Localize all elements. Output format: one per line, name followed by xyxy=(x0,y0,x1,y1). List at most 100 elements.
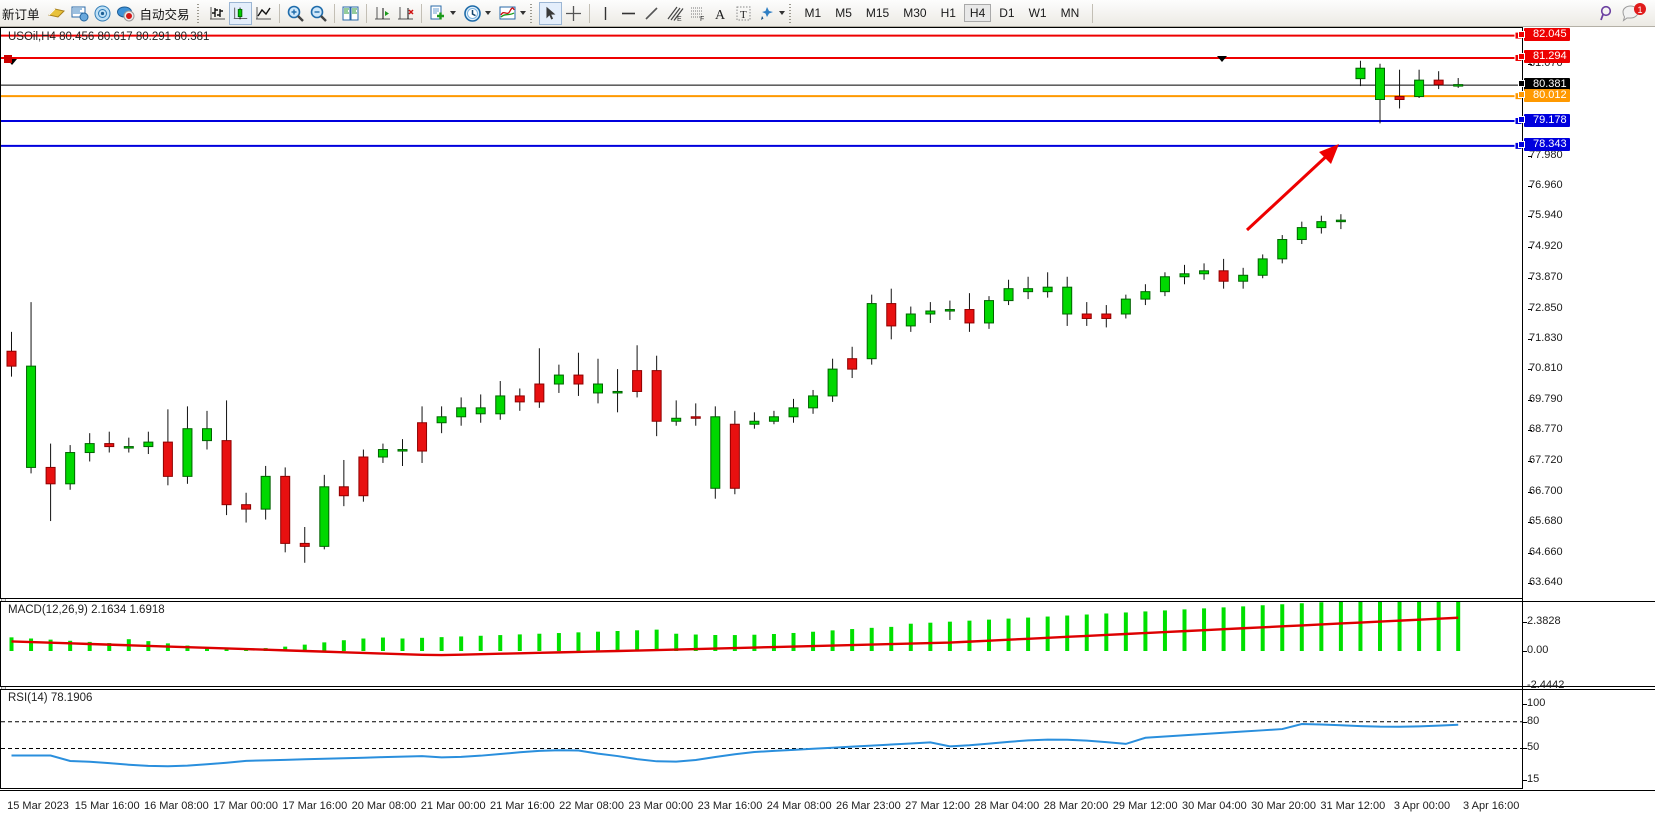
timeframe-m15[interactable]: M15 xyxy=(865,6,890,20)
time-tick: 28 Mar 04:00 xyxy=(974,800,1040,812)
price-marker-resistance-line[interactable]: 82.045 xyxy=(1518,28,1570,42)
price-tick: 75.940 xyxy=(1528,209,1563,222)
svg-text:T: T xyxy=(740,9,747,21)
price-tick: 73.870 xyxy=(1528,271,1563,284)
rsi-label: RSI(14) 78.1906 xyxy=(8,692,93,704)
autotrade-button[interactable]: 自动交易 xyxy=(139,7,190,22)
shift-end-icon[interactable] xyxy=(394,2,417,25)
wave-chart-icon[interactable] xyxy=(45,2,68,25)
indicators-icon[interactable] xyxy=(496,2,519,25)
text-label-icon[interactable]: T xyxy=(732,2,755,25)
fibonacci-icon[interactable]: F xyxy=(686,2,709,25)
chart-window[interactable]: USOil,H4 80.456 80.617 80.291 80.381 MAC… xyxy=(0,27,1655,831)
time-tick: 24 Mar 08:00 xyxy=(766,800,832,812)
price-tick: 70.810 xyxy=(1528,362,1563,375)
price-tick: 63.640 xyxy=(1528,575,1563,588)
toolbar-separator xyxy=(420,3,422,23)
timeframe-w1[interactable]: W1 xyxy=(1028,6,1047,20)
price-marker-pivot-line[interactable]: 80.012 xyxy=(1518,88,1570,102)
timeframe-m30[interactable]: M30 xyxy=(903,6,927,20)
rsi-pane[interactable]: RSI(14) 78.1906 xyxy=(0,689,1522,789)
rsi-plot xyxy=(1,721,1522,768)
indicators-dropdown-caret[interactable] xyxy=(519,11,526,15)
text-icon[interactable]: A xyxy=(709,2,732,25)
crosshair-icon[interactable] xyxy=(562,2,585,25)
macd-label: MACD(12,26,9) 2.1634 1.6918 xyxy=(8,604,165,616)
objects-dropdown-caret[interactable] xyxy=(778,11,785,15)
chart-symbol-label: USOil,H4 80.456 80.617 80.291 80.381 xyxy=(8,31,210,43)
rsi-scale: 100 80 50 15 xyxy=(1522,689,1655,789)
toolbar-separator xyxy=(333,3,335,23)
time-tick: 16 Mar 08:00 xyxy=(143,800,209,812)
rsi-tick: 100 xyxy=(1522,697,1546,709)
price-marker-resistance-line[interactable]: 81.294 xyxy=(1518,50,1570,64)
timeframe-m1[interactable]: M1 xyxy=(804,6,822,20)
shift-start-icon[interactable] xyxy=(371,2,394,25)
toolbar-grip[interactable] xyxy=(787,3,795,23)
signals-icon[interactable] xyxy=(91,2,114,25)
timeframe-h1[interactable]: H1 xyxy=(940,6,956,20)
cursor-icon[interactable] xyxy=(538,1,562,25)
macd-pane[interactable]: MACD(12,26,9) 2.1634 1.6918 xyxy=(0,601,1522,687)
time-tick: 17 Mar 16:00 xyxy=(282,800,348,812)
toolbar-separator xyxy=(1092,3,1094,23)
time-tick: 29 Mar 12:00 xyxy=(1112,800,1178,812)
price-marker-support-line[interactable]: 79.178 xyxy=(1518,113,1570,127)
vline-icon[interactable] xyxy=(594,2,617,25)
time-scale[interactable]: 15 Mar 2023 15 Mar 16:00 16 Mar 08:00 17 Ma… xyxy=(0,790,1655,830)
time-tick: 23 Mar 00:00 xyxy=(628,800,694,812)
time-tick: 22 Mar 08:00 xyxy=(559,800,625,812)
hline-icon[interactable] xyxy=(617,2,640,25)
macd-plot xyxy=(9,602,1461,657)
time-tick: 28 Mar 20:00 xyxy=(1043,800,1109,812)
period-dropdown-caret[interactable] xyxy=(484,11,491,15)
time-tick: 3 Apr 00:00 xyxy=(1393,800,1451,812)
templates-dropdown-caret[interactable] xyxy=(449,11,456,15)
toolbar-grip[interactable] xyxy=(528,3,536,23)
timeframe-mn[interactable]: MN xyxy=(1060,6,1080,20)
rsi-tick: 50 xyxy=(1522,741,1540,754)
trendline-icon[interactable] xyxy=(640,2,663,25)
price-tick: 72.850 xyxy=(1528,301,1563,314)
rsi-tick: 15 xyxy=(1522,772,1540,785)
zoom-out-icon[interactable] xyxy=(307,2,330,25)
bar-chart-icon[interactable] xyxy=(206,2,229,25)
timeframe-group: M1 M5 M15 M30 H1 H4 D1 W1 MN xyxy=(798,4,1087,22)
timeframe-m5[interactable]: M5 xyxy=(835,6,852,20)
search-icon[interactable] xyxy=(1596,2,1619,25)
price-marker-support-line[interactable]: 78.343 xyxy=(1518,138,1570,152)
line-chart-icon[interactable] xyxy=(252,2,275,25)
zoom-in-icon[interactable] xyxy=(284,2,307,25)
autotrade-icon[interactable] xyxy=(114,2,137,25)
time-tick: 30 Mar 20:00 xyxy=(1251,800,1317,812)
time-tick: 26 Mar 23:00 xyxy=(835,800,901,812)
templates-icon[interactable] xyxy=(426,2,449,25)
tile-windows-icon[interactable] xyxy=(339,2,362,25)
price-tick: 74.920 xyxy=(1528,239,1563,252)
time-tick: 27 Mar 12:00 xyxy=(905,800,971,812)
toolbar-separator xyxy=(588,3,590,23)
price-plot xyxy=(1,31,1522,563)
equidistant-channel-icon[interactable]: E xyxy=(663,2,686,25)
time-tick: 23 Mar 16:00 xyxy=(697,800,763,812)
time-tick: 30 Mar 04:00 xyxy=(1181,800,1247,812)
period-clock-icon[interactable] xyxy=(461,2,484,25)
timeframe-h4[interactable]: H4 xyxy=(963,4,992,22)
new-order-button[interactable]: 新订单 xyxy=(2,7,40,22)
price-tick: 64.660 xyxy=(1528,545,1563,558)
time-tick: 21 Mar 00:00 xyxy=(420,800,486,812)
macd-tick: -2.4442 xyxy=(1522,679,1565,691)
candlestick-chart-icon[interactable] xyxy=(228,1,252,25)
timeframe-d1[interactable]: D1 xyxy=(999,6,1015,20)
toolbar-grip[interactable] xyxy=(195,3,203,23)
toolbar-separator xyxy=(278,3,280,23)
terminal-icon[interactable] xyxy=(68,2,91,25)
notifications-icon[interactable]: 1 xyxy=(1619,2,1649,25)
time-tick: 15 Mar 16:00 xyxy=(74,800,140,812)
macd-tick: 0.00 xyxy=(1522,644,1549,656)
price-marker-last-price[interactable]: 80.381 xyxy=(1518,77,1570,91)
price-pane[interactable]: USOil,H4 80.456 80.617 80.291 80.381 xyxy=(0,27,1522,599)
price-tick: 65.680 xyxy=(1528,515,1563,528)
objects-icon[interactable] xyxy=(755,2,778,25)
price-tick: 71.830 xyxy=(1528,331,1563,344)
